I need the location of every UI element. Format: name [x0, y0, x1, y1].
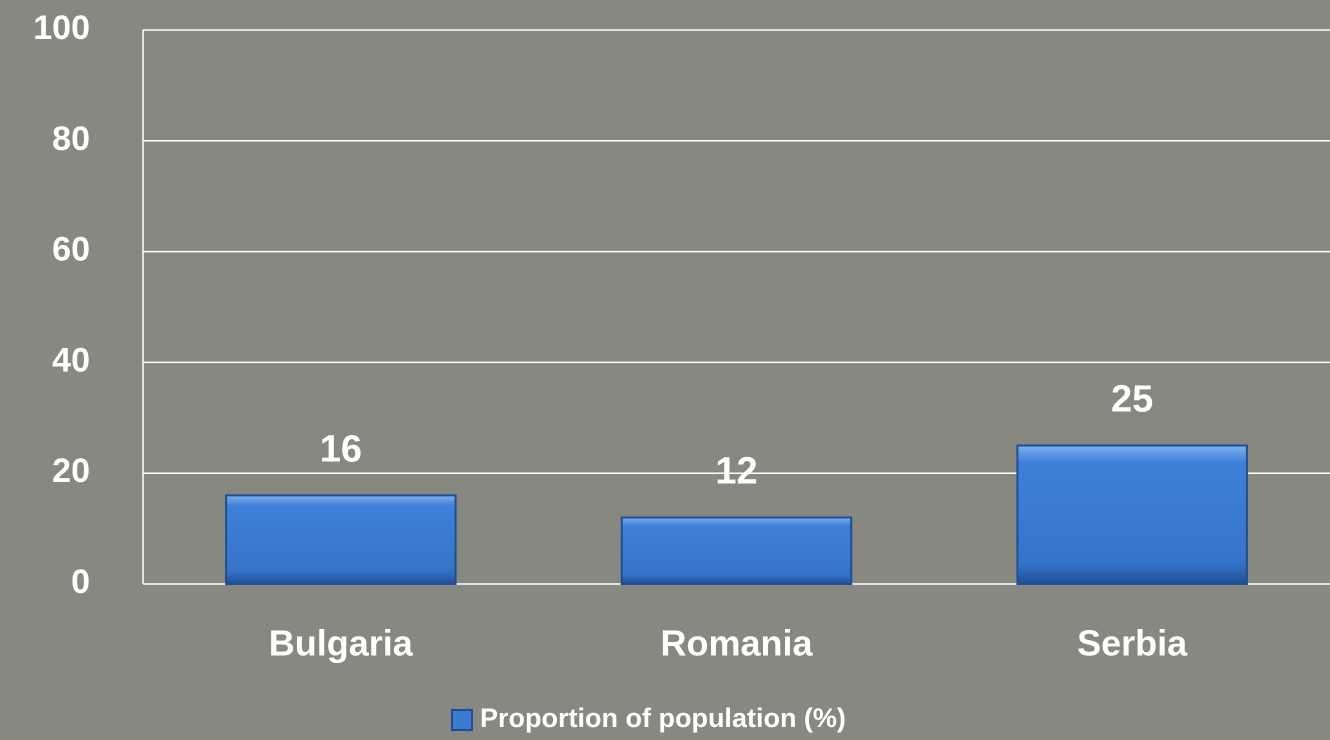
bar: [1016, 444, 1248, 585]
x-tick-label: Romania: [660, 623, 813, 664]
data-label: 25: [1111, 379, 1153, 421]
data-label: 16: [320, 428, 362, 470]
y-tick-label: 0: [71, 563, 90, 601]
x-tick-label: Bulgaria: [269, 623, 414, 664]
y-tick-label: 40: [52, 341, 90, 379]
data-label: 12: [715, 451, 757, 493]
bar: [620, 516, 853, 586]
x-tick-label: Serbia: [1077, 623, 1188, 664]
y-tick-label: 60: [52, 231, 90, 269]
y-tick-label: 80: [52, 120, 90, 158]
bar: [225, 494, 457, 585]
legend-label: Proportion of population (%): [480, 703, 846, 733]
y-tick-label: 100: [33, 9, 90, 47]
y-tick-label: 20: [52, 452, 90, 490]
legend-swatch: [451, 709, 473, 731]
